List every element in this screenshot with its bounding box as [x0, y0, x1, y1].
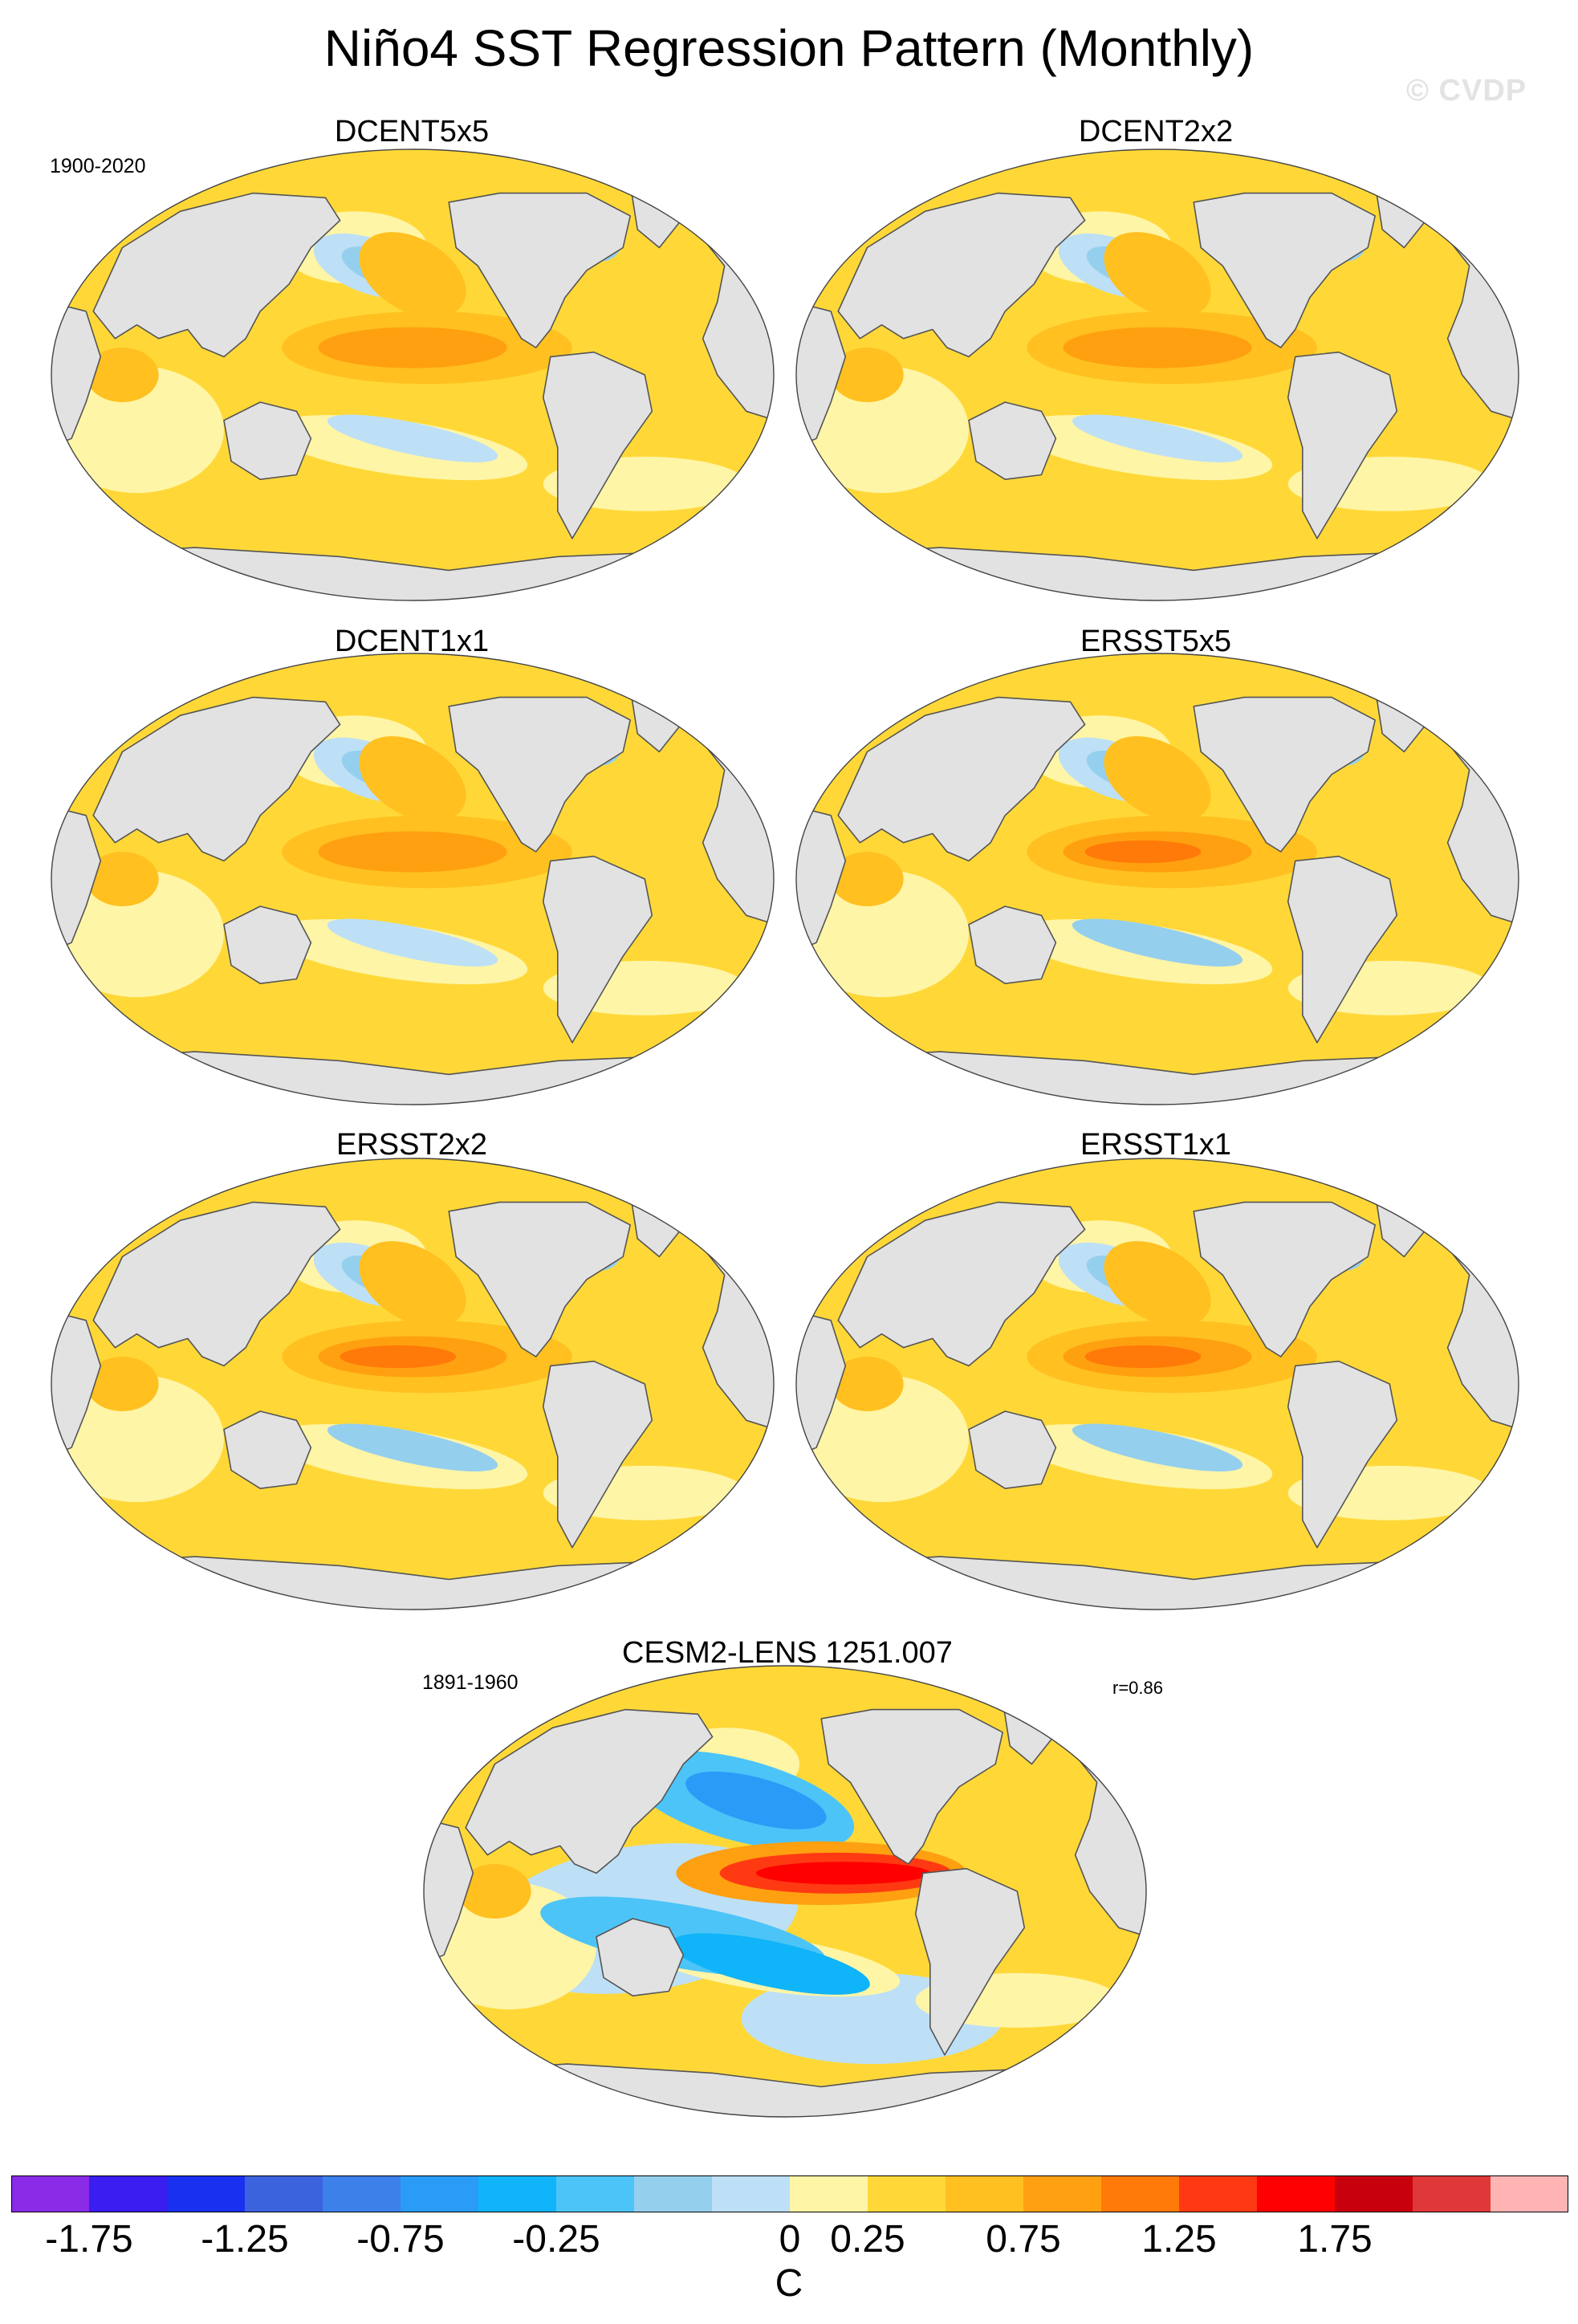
- sst-map-dcent1x1: [51, 653, 775, 1105]
- colorbar-swatch: [1101, 2175, 1180, 2212]
- colorbar-swatch: [790, 2175, 868, 2212]
- colorbar-tick-label: -1.25: [201, 2218, 289, 2261]
- sst-map-ersst1x1: [795, 1158, 1519, 1610]
- colorbar-swatch: [167, 2175, 246, 2212]
- period-label-obs: 1900-2020: [50, 155, 146, 177]
- period-label-model: 1891-1960: [422, 1671, 519, 1694]
- colorbar-swatch: [323, 2175, 401, 2212]
- colorbar-swatch: [11, 2175, 90, 2212]
- colorbar-units: C: [775, 2262, 803, 2305]
- colorbar-tick-label: 1.25: [1141, 2218, 1217, 2261]
- colorbar: [11, 2175, 1568, 2212]
- colorbar-swatch: [1257, 2175, 1336, 2212]
- colorbar-swatch: [1335, 2175, 1413, 2212]
- sst-map-cesm2: [423, 1665, 1147, 2118]
- colorbar-swatch: [634, 2175, 713, 2212]
- colorbar-tick-label: -0.25: [512, 2218, 600, 2261]
- colorbar-swatch: [245, 2175, 323, 2212]
- colorbar-swatch: [946, 2175, 1024, 2212]
- pattern-correlation: r=0.86: [1112, 1678, 1163, 1698]
- panel-title-dcent1x1: DCENT1x1: [334, 625, 490, 658]
- colorbar-swatch: [868, 2175, 946, 2212]
- colorbar-swatch: [401, 2175, 479, 2212]
- watermark: © CVDP: [1406, 74, 1527, 108]
- sst-map-ersst2x2: [51, 1158, 775, 1610]
- panel-title-ersst1x1: ERSST1x1: [1080, 1128, 1231, 1162]
- panel-title-dcent5x5: DCENT5x5: [334, 115, 490, 149]
- colorbar-swatch: [712, 2175, 791, 2212]
- figure-title: Niño4 SST Regression Pattern (Monthly): [323, 19, 1255, 77]
- panel-title-cesm2: CESM2-LENS 1251.007: [622, 1636, 953, 1670]
- sst-map-dcent2x2: [795, 149, 1519, 601]
- sst-map-dcent5x5: [51, 149, 775, 601]
- colorbar-tick-label: 0: [779, 2218, 801, 2261]
- colorbar-swatch: [1413, 2175, 1491, 2212]
- colorbar-swatch: [1179, 2175, 1258, 2212]
- colorbar-swatch: [1491, 2175, 1568, 2212]
- colorbar-tick-label: 1.75: [1297, 2218, 1373, 2261]
- colorbar-tick-label: -1.75: [45, 2218, 133, 2261]
- colorbar-tick-label: 0.75: [986, 2218, 1061, 2261]
- colorbar-swatch: [556, 2175, 635, 2212]
- colorbar-swatch: [89, 2175, 168, 2212]
- panel-title-dcent2x2: DCENT2x2: [1078, 115, 1234, 149]
- sst-map-ersst5x5: [795, 653, 1519, 1105]
- colorbar-tick-label: 0.25: [830, 2218, 905, 2261]
- colorbar-swatch: [1023, 2175, 1102, 2212]
- panel-title-ersst2x2: ERSST2x2: [336, 1128, 487, 1162]
- colorbar-tick-label: -0.75: [356, 2218, 445, 2261]
- colorbar-swatch: [478, 2175, 557, 2212]
- panel-title-ersst5x5: ERSST5x5: [1080, 625, 1231, 658]
